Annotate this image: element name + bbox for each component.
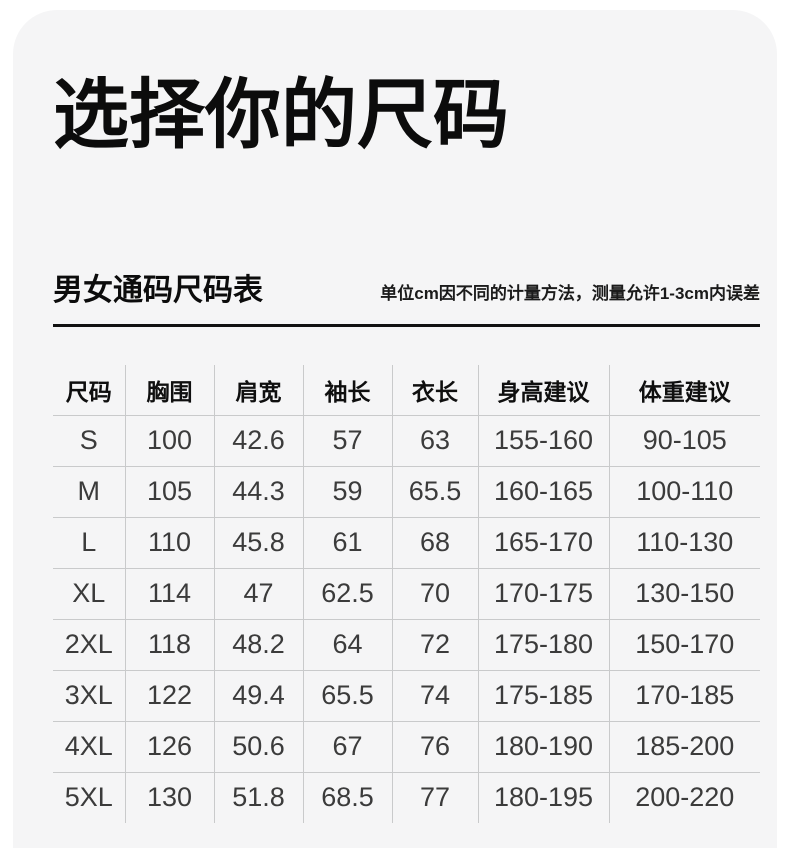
value-cell: 175-180 xyxy=(478,619,610,671)
value-cell: 105 xyxy=(125,466,215,518)
table-row: S 100 42.6 57 63 155-160 90-105 xyxy=(53,415,760,467)
value-cell: 50.6 xyxy=(214,721,304,773)
value-cell: 200-220 xyxy=(635,782,735,813)
size-guide-card: 选择你的尺码 男女通码尺码表 单位cm因不同的计量方法，测量允许1-3cm内误差… xyxy=(13,10,777,848)
column-header: 体重建议 xyxy=(609,364,760,416)
value-cell: 130 xyxy=(125,772,215,823)
value-cell: 126 xyxy=(125,721,215,773)
size-table: 尺码 胸围 肩宽 袖长 衣长 身高建议 体重建议 S 100 42.6 57 63 155-160 90… xyxy=(53,364,760,823)
table-row: 4XL 126 50.6 67 76 180-190 185-200 xyxy=(53,721,760,773)
size-label-cell: 3XL xyxy=(53,670,126,722)
value-cell: 150-170 xyxy=(609,619,760,671)
value-cell: 49.4 xyxy=(214,670,304,722)
value-cell: 175-185 xyxy=(478,670,610,722)
value-cell: 61 xyxy=(303,517,393,569)
value-cell: 170-175 xyxy=(478,568,610,620)
value-cell: 90-105 xyxy=(609,415,760,467)
size-label-cell: 4XL xyxy=(53,721,126,773)
value-cell: 48.2 xyxy=(214,619,304,671)
table-row: 2XL 118 48.2 64 72 175-180 150-170 xyxy=(53,619,760,671)
value-cell: 44.3 xyxy=(214,466,304,518)
value-cell: 122 xyxy=(125,670,215,722)
value-cell: 110-130 xyxy=(609,517,760,569)
column-header: 胸围 xyxy=(125,364,215,416)
value-cell: 100 xyxy=(125,415,215,467)
value-cell: 185-200 xyxy=(609,721,760,773)
column-header: 肩宽 xyxy=(214,364,304,416)
column-header: 袖长 xyxy=(303,364,393,416)
column-header: 衣长 xyxy=(392,364,479,416)
size-label-cell: 2XL xyxy=(53,619,126,671)
value-cell: 165-170 xyxy=(478,517,610,569)
value-cell: 170-185 xyxy=(609,670,760,722)
table-row: XL 114 47 62.5 70 170-175 130-150 xyxy=(53,568,760,620)
value-cell: 180-190 xyxy=(478,721,610,773)
size-label-cell: M xyxy=(53,466,126,518)
table-row: 3XL 122 49.4 65.5 74 175-185 170-185 xyxy=(53,670,760,722)
size-label-cell: XL xyxy=(53,568,126,620)
value-cell: 67 xyxy=(303,721,393,773)
value-cell: 65.5 xyxy=(392,466,479,518)
value-cell: 45.8 xyxy=(214,517,304,569)
value-cell: 160-165 xyxy=(478,466,610,518)
measurement-tolerance-note: 单位cm因不同的计量方法，测量允许1-3cm内误差 xyxy=(380,284,760,304)
size-label-cell: S xyxy=(53,415,126,467)
value-cell: 100-110 xyxy=(609,466,760,518)
column-header: 尺码 xyxy=(53,364,126,416)
value-cell: 130-150 xyxy=(609,568,760,620)
value-cell: 77 xyxy=(392,772,479,823)
value-cell: 62.5 xyxy=(303,568,393,620)
value-cell: 180-195 xyxy=(478,772,610,823)
value-cell: 68.5 xyxy=(303,772,393,823)
value-cell: 110 xyxy=(125,517,215,569)
value-cell: 114 xyxy=(125,568,215,620)
value-cell: 42.6 xyxy=(214,415,304,467)
column-header: 身高建议 xyxy=(478,364,610,416)
value-cell: 57 xyxy=(303,415,393,467)
value-cell: 47 xyxy=(214,568,304,620)
table-row: L 110 45.8 61 68 165-170 110-130 xyxy=(53,517,760,569)
value-cell: 64 xyxy=(303,619,393,671)
value-cell: 118 xyxy=(125,619,215,671)
value-cell: 51.8 xyxy=(214,772,304,823)
table-row: M 105 44.3 59 65.5 160-165 100-110 xyxy=(53,466,760,518)
value-cell: 155-160 xyxy=(478,415,610,467)
value-cell: 70 xyxy=(392,568,479,620)
value-cell: 74 xyxy=(392,670,479,722)
table-row: 5XL 130 51.8 68.5 77 180-195 200-220 xyxy=(53,772,760,823)
value-cell: 68 xyxy=(392,517,479,569)
value-cell: 65.5 xyxy=(303,670,393,722)
value-cell: 59 xyxy=(303,466,393,518)
page-title: 选择你的尺码 xyxy=(53,73,509,158)
size-table-subtitle: 男女通码尺码表 xyxy=(53,273,263,307)
value-cell: 76 xyxy=(392,721,479,773)
section-header: 男女通码尺码表 单位cm因不同的计量方法，测量允许1-3cm内误差 xyxy=(53,273,760,327)
value-cell: 63 xyxy=(392,415,479,467)
size-table-header-row: 尺码 胸围 肩宽 袖长 衣长 身高建议 体重建议 xyxy=(53,364,760,416)
size-label-cell: 5XL xyxy=(53,772,126,823)
size-label-cell: L xyxy=(53,517,126,569)
value-cell: 72 xyxy=(392,619,479,671)
